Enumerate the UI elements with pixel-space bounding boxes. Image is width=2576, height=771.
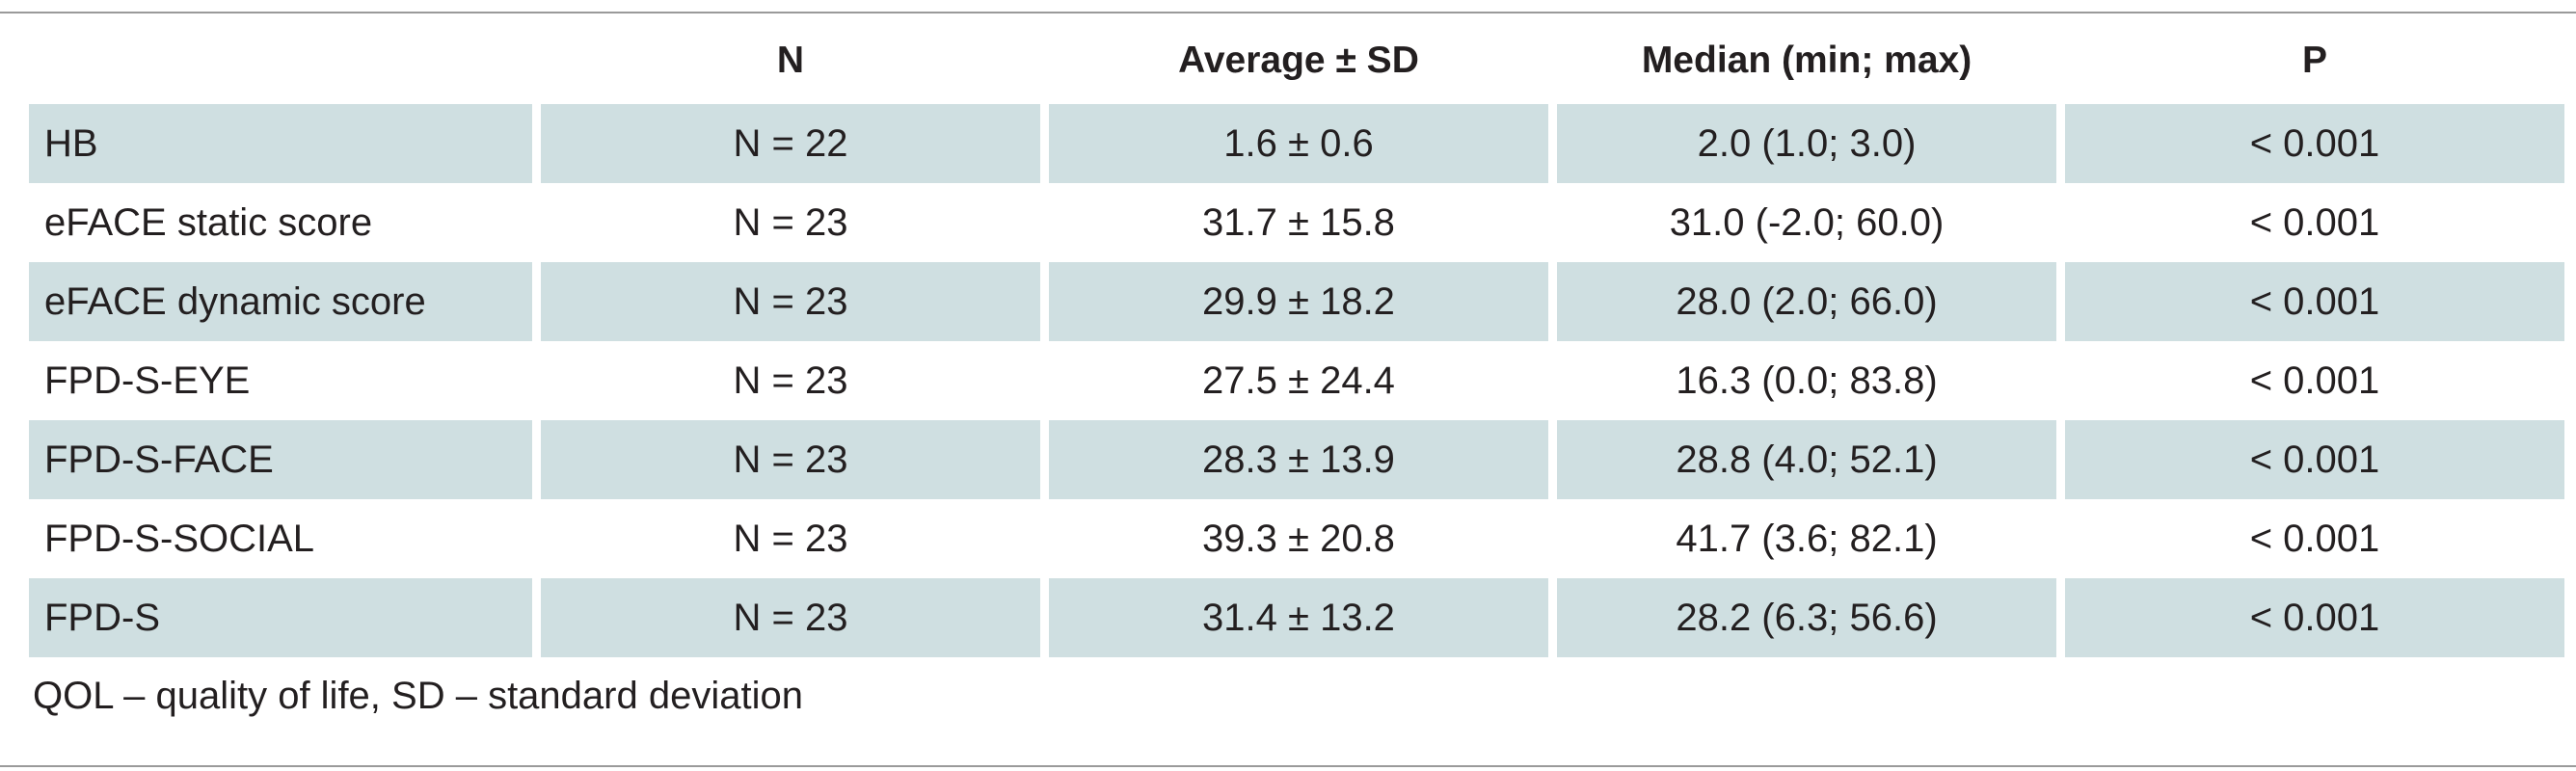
row-median: 41.7 (3.6; 82.1) — [1676, 517, 1938, 560]
row-n: N = 23 — [733, 200, 848, 244]
row-label: FPD-S — [29, 578, 532, 657]
row-average: 1.6 ± 0.6 — [1049, 104, 1548, 183]
row-label: FPD-S-SOCIAL — [44, 517, 315, 560]
row-n: N = 23 — [541, 578, 1040, 657]
row-p: < 0.001 — [2065, 420, 2564, 499]
row-average: 29.9 ± 18.2 — [1049, 262, 1548, 341]
row-median: 28.8 (4.0; 52.1) — [1557, 420, 2056, 499]
row-p: < 0.001 — [2065, 578, 2564, 657]
row-n: N = 23 — [733, 359, 848, 402]
row-median: 31.0 (-2.0; 60.0) — [1669, 200, 1945, 244]
row-median: 16.3 (0.0; 83.8) — [1676, 359, 1938, 402]
row-average: 39.3 ± 20.8 — [1202, 517, 1395, 560]
row-average: 31.7 ± 15.8 — [1202, 200, 1395, 244]
row-label: eFACE static score — [44, 200, 373, 244]
top-rule — [0, 12, 2576, 13]
row-average: 28.3 ± 13.9 — [1049, 420, 1548, 499]
row-label: FPD-S-FACE — [29, 420, 532, 499]
row-p: < 0.001 — [2065, 104, 2564, 183]
row-label: eFACE dynamic score — [29, 262, 532, 341]
row-n: N = 23 — [541, 262, 1040, 341]
row-median: 28.0 (2.0; 66.0) — [1557, 262, 2056, 341]
row-n: N = 22 — [541, 104, 1040, 183]
header-median: Median (min; max) — [1641, 40, 1972, 81]
row-n: N = 23 — [541, 420, 1040, 499]
row-average: 31.4 ± 13.2 — [1049, 578, 1548, 657]
header-p: P — [2301, 40, 2327, 81]
row-median: 28.2 (6.3; 56.6) — [1557, 578, 2056, 657]
header-label-cell — [29, 17, 532, 104]
row-p: < 0.001 — [2249, 359, 2380, 402]
row-label: HB — [29, 104, 532, 183]
row-p: < 0.001 — [2065, 262, 2564, 341]
header-n: N — [776, 40, 805, 81]
row-p: < 0.001 — [2249, 517, 2380, 560]
row-p: < 0.001 — [2249, 200, 2380, 244]
table-footnote: QOL – quality of life, SD – standard dev… — [33, 675, 803, 717]
row-average: 27.5 ± 24.4 — [1202, 359, 1395, 402]
row-n: N = 23 — [733, 517, 848, 560]
bottom-rule — [0, 765, 2576, 767]
row-label: FPD-S-EYE — [44, 359, 251, 402]
row-median: 2.0 (1.0; 3.0) — [1557, 104, 2056, 183]
data-table: N Average ± SD Median (min; max) P HB N … — [29, 17, 2564, 657]
header-average-sd: Average ± SD — [1178, 40, 1419, 81]
